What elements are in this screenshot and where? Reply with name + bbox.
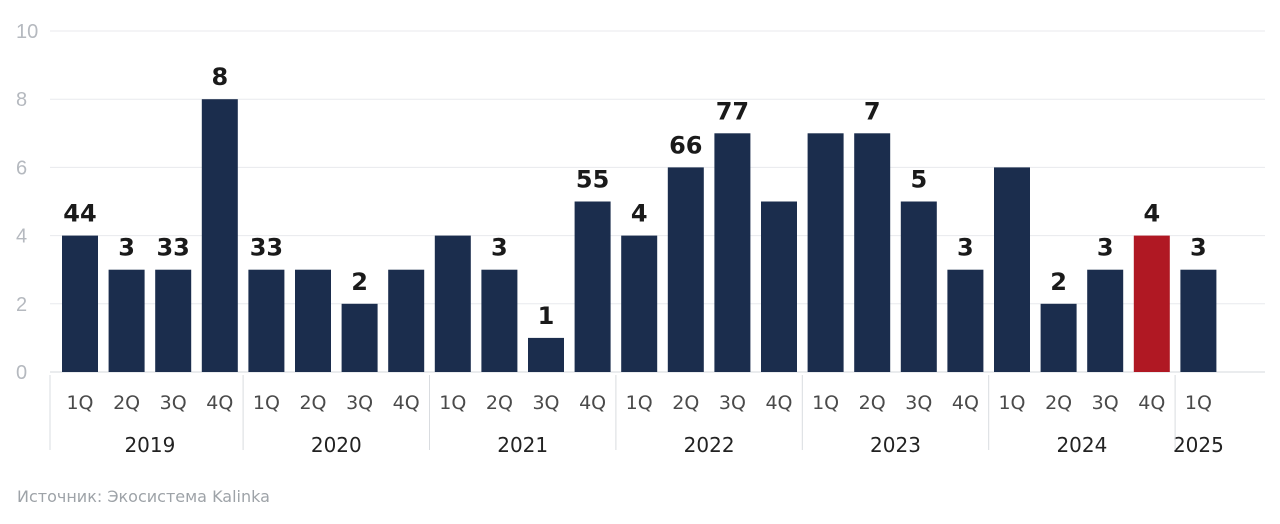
quarter-label: 3Q [1092,392,1119,414]
bar-2019-4Q [201,99,238,372]
data-label: 5 [910,166,927,194]
data-label: 3 [957,234,974,262]
year-label: 2020 [311,433,362,457]
bar-2021-2Q [481,269,518,372]
bar-2025-1Q [1180,269,1217,372]
source-note: Источник: Экосистема Kalinka [17,487,270,506]
quarter-label: 3Q [160,392,187,414]
bars [62,99,1217,372]
bar-2023-2Q [854,133,891,372]
data-label: 4 [1143,200,1160,228]
bar-2024-1Q [994,167,1030,372]
bar-2023-4Q [947,269,984,372]
data-label: 2 [351,268,368,296]
bar-2020-2Q [295,269,331,372]
bar-2020-3Q [341,303,378,372]
data-label: 4 [631,200,648,228]
data-label: 66 [669,131,702,159]
quarter-label: 1Q [439,392,466,414]
bar-2021-4Q [574,201,611,372]
y-tick-label: 2 [16,294,27,316]
data-label: 3 [491,234,508,262]
quarter-label: 2Q [486,392,513,414]
bar-2024-4Q [1133,235,1170,372]
y-axis-ticks: 0 2 4 6 8 10 [16,21,38,384]
y-tick-label: 0 [16,362,27,384]
quarter-label: 1Q [998,392,1025,414]
quarter-label: 3Q [719,392,746,414]
bar-2021-1Q [434,235,471,372]
quarter-label: 4Q [952,392,979,414]
quarter-label: 3Q [905,392,932,414]
bar-2021-3Q [528,337,564,372]
quarter-label: 2Q [859,392,886,414]
quarter-label: 4Q [579,392,606,414]
quarter-label: 1Q [66,392,93,414]
quarter-label: 4Q [765,392,792,414]
x-axis: 1Q 2Q 3Q 4Q 2019 1Q 2Q 3Q 4Q 2020 1Q 2Q 3Q 4Q 2021 1Q 2Q… [49,375,1224,457]
data-label: 55 [576,166,609,194]
quarter-label: 1Q [812,392,839,414]
bar-2024-2Q [1040,303,1077,372]
quarter-label: 4Q [1138,392,1165,414]
data-label: 8 [211,63,228,91]
year-label: 2022 [684,433,735,457]
quarter-label: 4Q [206,392,233,414]
y-tick-label: 10 [16,21,38,43]
bar-2023-1Q [807,133,844,372]
bar-2020-4Q [388,269,425,372]
quarter-label: 2Q [113,392,140,414]
y-tick-label: 6 [16,157,27,179]
quarter-label: 2Q [1045,392,1072,414]
quarter-label: 4Q [393,392,420,414]
year-label: 2019 [124,433,175,457]
bar-2022-4Q [761,201,797,372]
quarter-label: 2Q [299,392,326,414]
quarter-label: 1Q [1185,392,1212,414]
data-label: 3 [1097,234,1114,262]
year-label: 2023 [870,433,921,457]
bar-2019-3Q [155,269,192,372]
bar-2019-1Q [62,235,98,372]
year-label: 2024 [1056,433,1107,457]
y-tick-label: 8 [16,89,27,111]
quarter-label: 3Q [532,392,559,414]
data-label: 33 [156,234,189,262]
quarter-label: 3Q [346,392,373,414]
quarter-label: 1Q [626,392,653,414]
quarter-label: 1Q [253,392,280,414]
quarter-label: 2Q [672,392,699,414]
bar-2022-2Q [667,167,704,372]
bar-2024-3Q [1087,269,1124,372]
data-label: 1 [538,302,555,330]
year-label: 2021 [497,433,548,457]
year-label: 2025 [1173,433,1224,457]
bar-2022-1Q [621,235,658,372]
data-label: 44 [63,200,96,228]
bar-2023-3Q [900,201,937,372]
bar-2020-1Q [248,269,285,372]
data-label: 33 [250,234,283,262]
data-label: 2 [1050,268,1067,296]
data-label: 77 [716,97,749,125]
bar-2022-3Q [714,133,751,372]
data-label: 3 [1190,234,1207,262]
bar-2019-2Q [108,269,145,372]
y-tick-label: 4 [16,226,27,248]
data-label: 7 [864,97,881,125]
data-label: 3 [118,234,135,262]
